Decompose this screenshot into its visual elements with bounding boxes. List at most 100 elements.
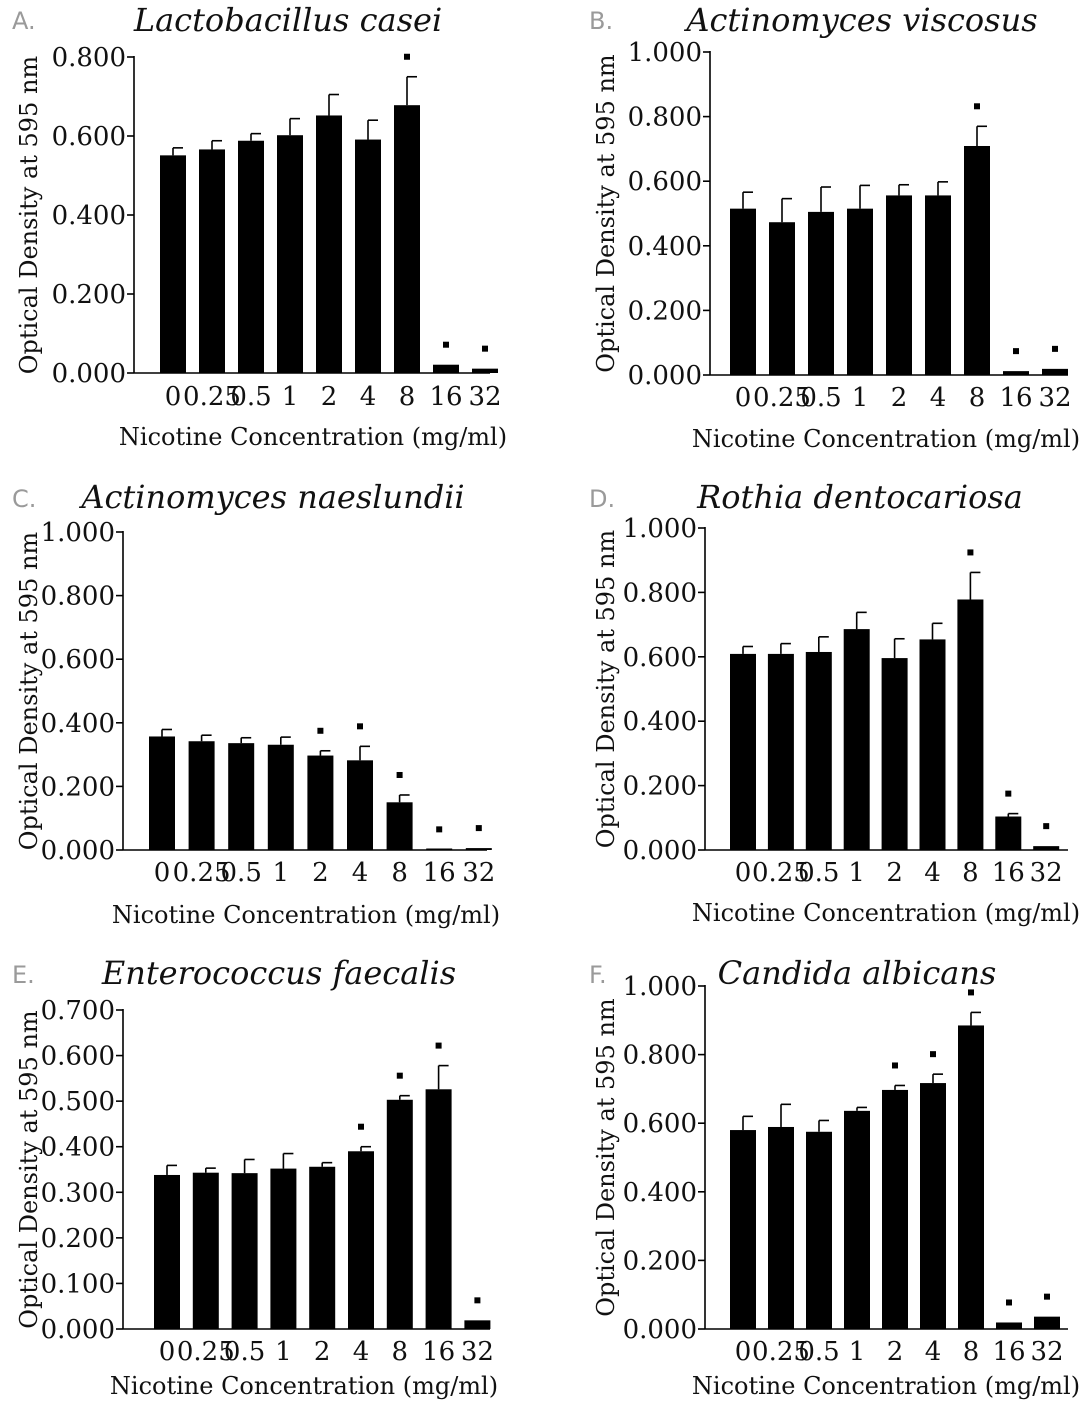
y-tick-label: 1.000: [623, 514, 697, 544]
x-tick-label: 16: [422, 1337, 455, 1367]
x-tick-label: 0: [159, 1337, 176, 1367]
chart-panel: E. Enterococcus faecalis 0.000 0.100 0.200 0.…: [12, 954, 498, 1400]
bar: [769, 222, 795, 375]
y-tick-label: 0.500: [41, 1087, 115, 1117]
bar: [231, 1173, 258, 1329]
y-tick-label: 0.600: [623, 1109, 697, 1139]
y-tick-label: 0.400: [628, 232, 702, 262]
x-tick-label: 4: [924, 858, 941, 888]
bar: [730, 653, 756, 850]
y-tick-label: 0.400: [52, 201, 126, 231]
x-tick-label: 0.25: [177, 1337, 235, 1367]
bar: [277, 135, 303, 373]
bar: [199, 149, 225, 373]
significance-marker: [1006, 1299, 1012, 1306]
bar: [238, 140, 264, 373]
x-tick-label: 0.5: [800, 383, 841, 413]
bar: [844, 1110, 870, 1329]
y-tick-label: 0.000: [623, 1315, 697, 1345]
bar: [1042, 368, 1068, 375]
x-tick-label: 0.25: [752, 858, 810, 888]
bar: [188, 741, 215, 850]
x-tick-label: 1: [852, 383, 869, 413]
y-tick-label: 0.700: [41, 996, 115, 1026]
bar: [154, 1174, 180, 1329]
bar: [1003, 371, 1029, 375]
bar: [425, 1089, 452, 1329]
bar: [843, 629, 870, 850]
y-tick-label: 0.400: [41, 709, 115, 739]
bar: [919, 639, 946, 850]
y-tick-label: 0.200: [628, 296, 702, 326]
x-tick-label: 0.5: [798, 1337, 839, 1367]
x-tick-label: 4: [353, 1337, 370, 1367]
x-tick-label: 4: [925, 1337, 942, 1367]
x-tick-label: 2: [886, 858, 903, 888]
bar: [1034, 1316, 1060, 1329]
bar: [808, 211, 834, 375]
y-axis-label: Optical Density at 595 nm: [592, 54, 620, 373]
bar: [192, 1172, 219, 1329]
x-tick-label: 8: [969, 383, 986, 413]
bar: [730, 1130, 756, 1329]
x-tick-label: 32: [1030, 1337, 1063, 1367]
panel-title: Actinomyces naeslundii: [78, 478, 464, 516]
y-tick-label: 1.000: [41, 518, 115, 548]
x-tick-label: 8: [399, 382, 416, 412]
y-tick-label: 0.800: [52, 43, 126, 73]
bar: [465, 848, 492, 850]
panel-title: Candida albicans: [718, 954, 997, 992]
x-tick-label: 16: [429, 382, 462, 412]
bar: [464, 1320, 491, 1329]
bar: [882, 1089, 908, 1329]
y-axis-label: Optical Density at 595 nm: [592, 998, 620, 1317]
significance-marker: [358, 1123, 364, 1130]
y-tick-label: 0.200: [41, 772, 115, 802]
bar: [964, 145, 990, 375]
bar: [386, 1099, 413, 1329]
bar: [767, 653, 794, 850]
bar: [925, 195, 951, 375]
chart-panel: B. Actinomyces viscosus 0.000 0.200 0.400 0.6…: [589, 1, 1080, 453]
x-tick-label: 2: [312, 858, 329, 888]
x-tick-label: 4: [352, 858, 369, 888]
panel-letter: E.: [12, 961, 35, 989]
panel-letter: F.: [589, 961, 607, 989]
bar: [307, 755, 334, 850]
x-tick-label: 16: [423, 858, 456, 888]
x-axis-label: Nicotine Concentration (mg/ml): [112, 901, 500, 929]
y-tick-label: 0.000: [623, 836, 697, 866]
panel-title: Enterococcus faecalis: [101, 954, 456, 992]
significance-marker: [396, 1072, 403, 1079]
y-tick-label: 0.000: [52, 359, 126, 389]
significance-marker: [436, 826, 443, 833]
y-tick-label: 0.800: [623, 1041, 697, 1071]
bar: [996, 1322, 1022, 1329]
x-tick-label: 32: [461, 1337, 494, 1367]
panel-letter: C.: [12, 485, 36, 513]
x-tick-label: 0: [735, 383, 752, 413]
x-tick-label: 16: [992, 858, 1025, 888]
panel-letter: B.: [589, 7, 613, 35]
bar: [472, 368, 498, 373]
significance-marker: [443, 341, 449, 348]
significance-marker: [1044, 1293, 1050, 1300]
x-tick-label: 1: [282, 382, 299, 412]
x-tick-label: 0.25: [753, 383, 811, 413]
x-axis-label: Nicotine Concentration (mg/ml): [692, 425, 1080, 453]
x-tick-label: 16: [992, 1337, 1025, 1367]
significance-marker: [1043, 823, 1050, 830]
significance-marker: [396, 771, 403, 778]
significance-marker: [435, 1042, 442, 1049]
y-tick-label: 0.400: [623, 707, 697, 737]
x-tick-label: 8: [962, 858, 979, 888]
significance-marker: [967, 549, 974, 556]
bar: [881, 658, 908, 850]
x-axis-label: Nicotine Concentration (mg/ml): [110, 1372, 498, 1400]
x-tick-label: 32: [468, 382, 501, 412]
y-tick-label: 0.800: [623, 578, 697, 608]
y-axis-label: Optical Density at 595 nm: [592, 530, 620, 849]
y-tick-label: 0.000: [628, 361, 702, 391]
x-tick-label: 32: [1030, 858, 1063, 888]
